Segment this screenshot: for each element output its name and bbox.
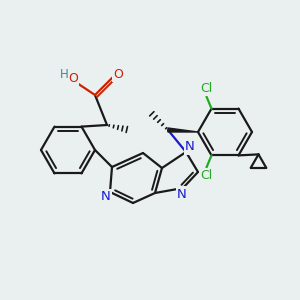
Text: N: N	[177, 188, 187, 200]
Text: O: O	[68, 71, 78, 85]
Text: Cl: Cl	[200, 82, 213, 95]
Polygon shape	[168, 128, 198, 132]
Text: O: O	[113, 68, 123, 80]
Text: Cl: Cl	[200, 169, 213, 182]
Text: H: H	[60, 68, 68, 80]
Text: N: N	[101, 190, 111, 203]
Text: N: N	[185, 140, 195, 154]
